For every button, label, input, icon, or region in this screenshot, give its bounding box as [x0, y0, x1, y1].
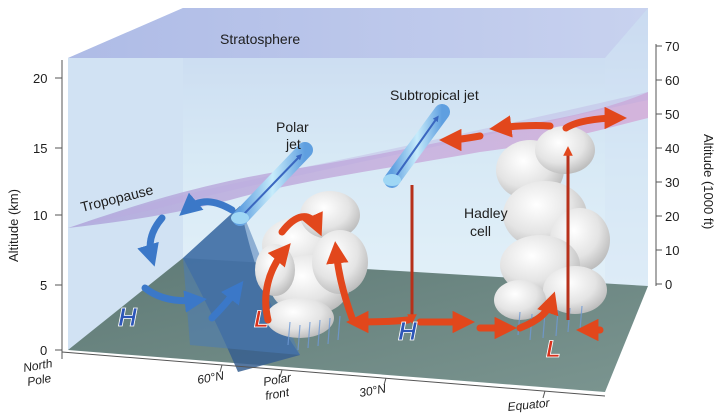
right-tick-60: 60 [665, 73, 679, 88]
polar-jet-label-line1: Polar [276, 119, 309, 135]
tropopause-surface [68, 92, 648, 228]
left-tick-0: 0 [40, 343, 47, 358]
right-tick-20: 20 [665, 209, 679, 224]
lat-60n-label: 60°N [196, 368, 225, 387]
hadley-cell-label-line2: cell [470, 223, 491, 239]
left-axis: 0 5 10 15 20 Altitude (km) [6, 60, 63, 358]
lat-30n-label: 30°N [358, 381, 387, 400]
left-tick-15: 15 [33, 141, 47, 156]
high-pressure-polar: H [118, 302, 138, 332]
left-axis-title: Altitude (km) [6, 189, 21, 262]
north-pole-label-line2: Pole [26, 371, 52, 389]
right-tick-40: 40 [665, 141, 679, 156]
right-axis: 0 10 20 30 40 50 60 70 Altitude (1000 ft… [655, 39, 716, 292]
hadley-cell-label-line1: Hadley [464, 205, 508, 221]
cloud-equator [494, 126, 610, 320]
right-tick-0: 0 [665, 277, 672, 292]
left-tick-20: 20 [33, 71, 47, 86]
right-tick-10: 10 [665, 243, 679, 258]
right-tick-50: 50 [665, 107, 679, 122]
high-pressure-30n: H [398, 316, 418, 346]
right-axis-title: Altitude (1000 ft) [701, 134, 716, 229]
low-pressure-polar-front: L [254, 306, 269, 333]
left-tick-5: 5 [40, 278, 47, 293]
right-tick-70: 70 [665, 39, 679, 54]
warm-circulation-arrows [262, 106, 627, 342]
top-face [68, 8, 648, 58]
rain-polar [287, 315, 341, 351]
subtropical-jet-tube [383, 104, 450, 188]
north-pole-label-line1: North [22, 356, 54, 375]
low-pressure-equator: L [546, 336, 561, 363]
equator-label: Equator [507, 396, 551, 414]
polar-jet-tube [231, 142, 313, 226]
polar-front-label-line1: Polar [262, 370, 293, 389]
subtropical-jet-label: Subtropical jet [390, 87, 479, 103]
right-tick-30: 30 [665, 175, 679, 190]
polar-front-label-line2: front [264, 385, 291, 403]
latitude-axis: North Pole 60°N Polar front 30°N Equator [22, 351, 606, 414]
polar-cell-arrows [137, 192, 244, 322]
left-tick-10: 10 [33, 208, 47, 223]
polar-jet-label-line2: jet [285, 136, 301, 152]
stratosphere-label: Stratosphere [220, 31, 300, 47]
